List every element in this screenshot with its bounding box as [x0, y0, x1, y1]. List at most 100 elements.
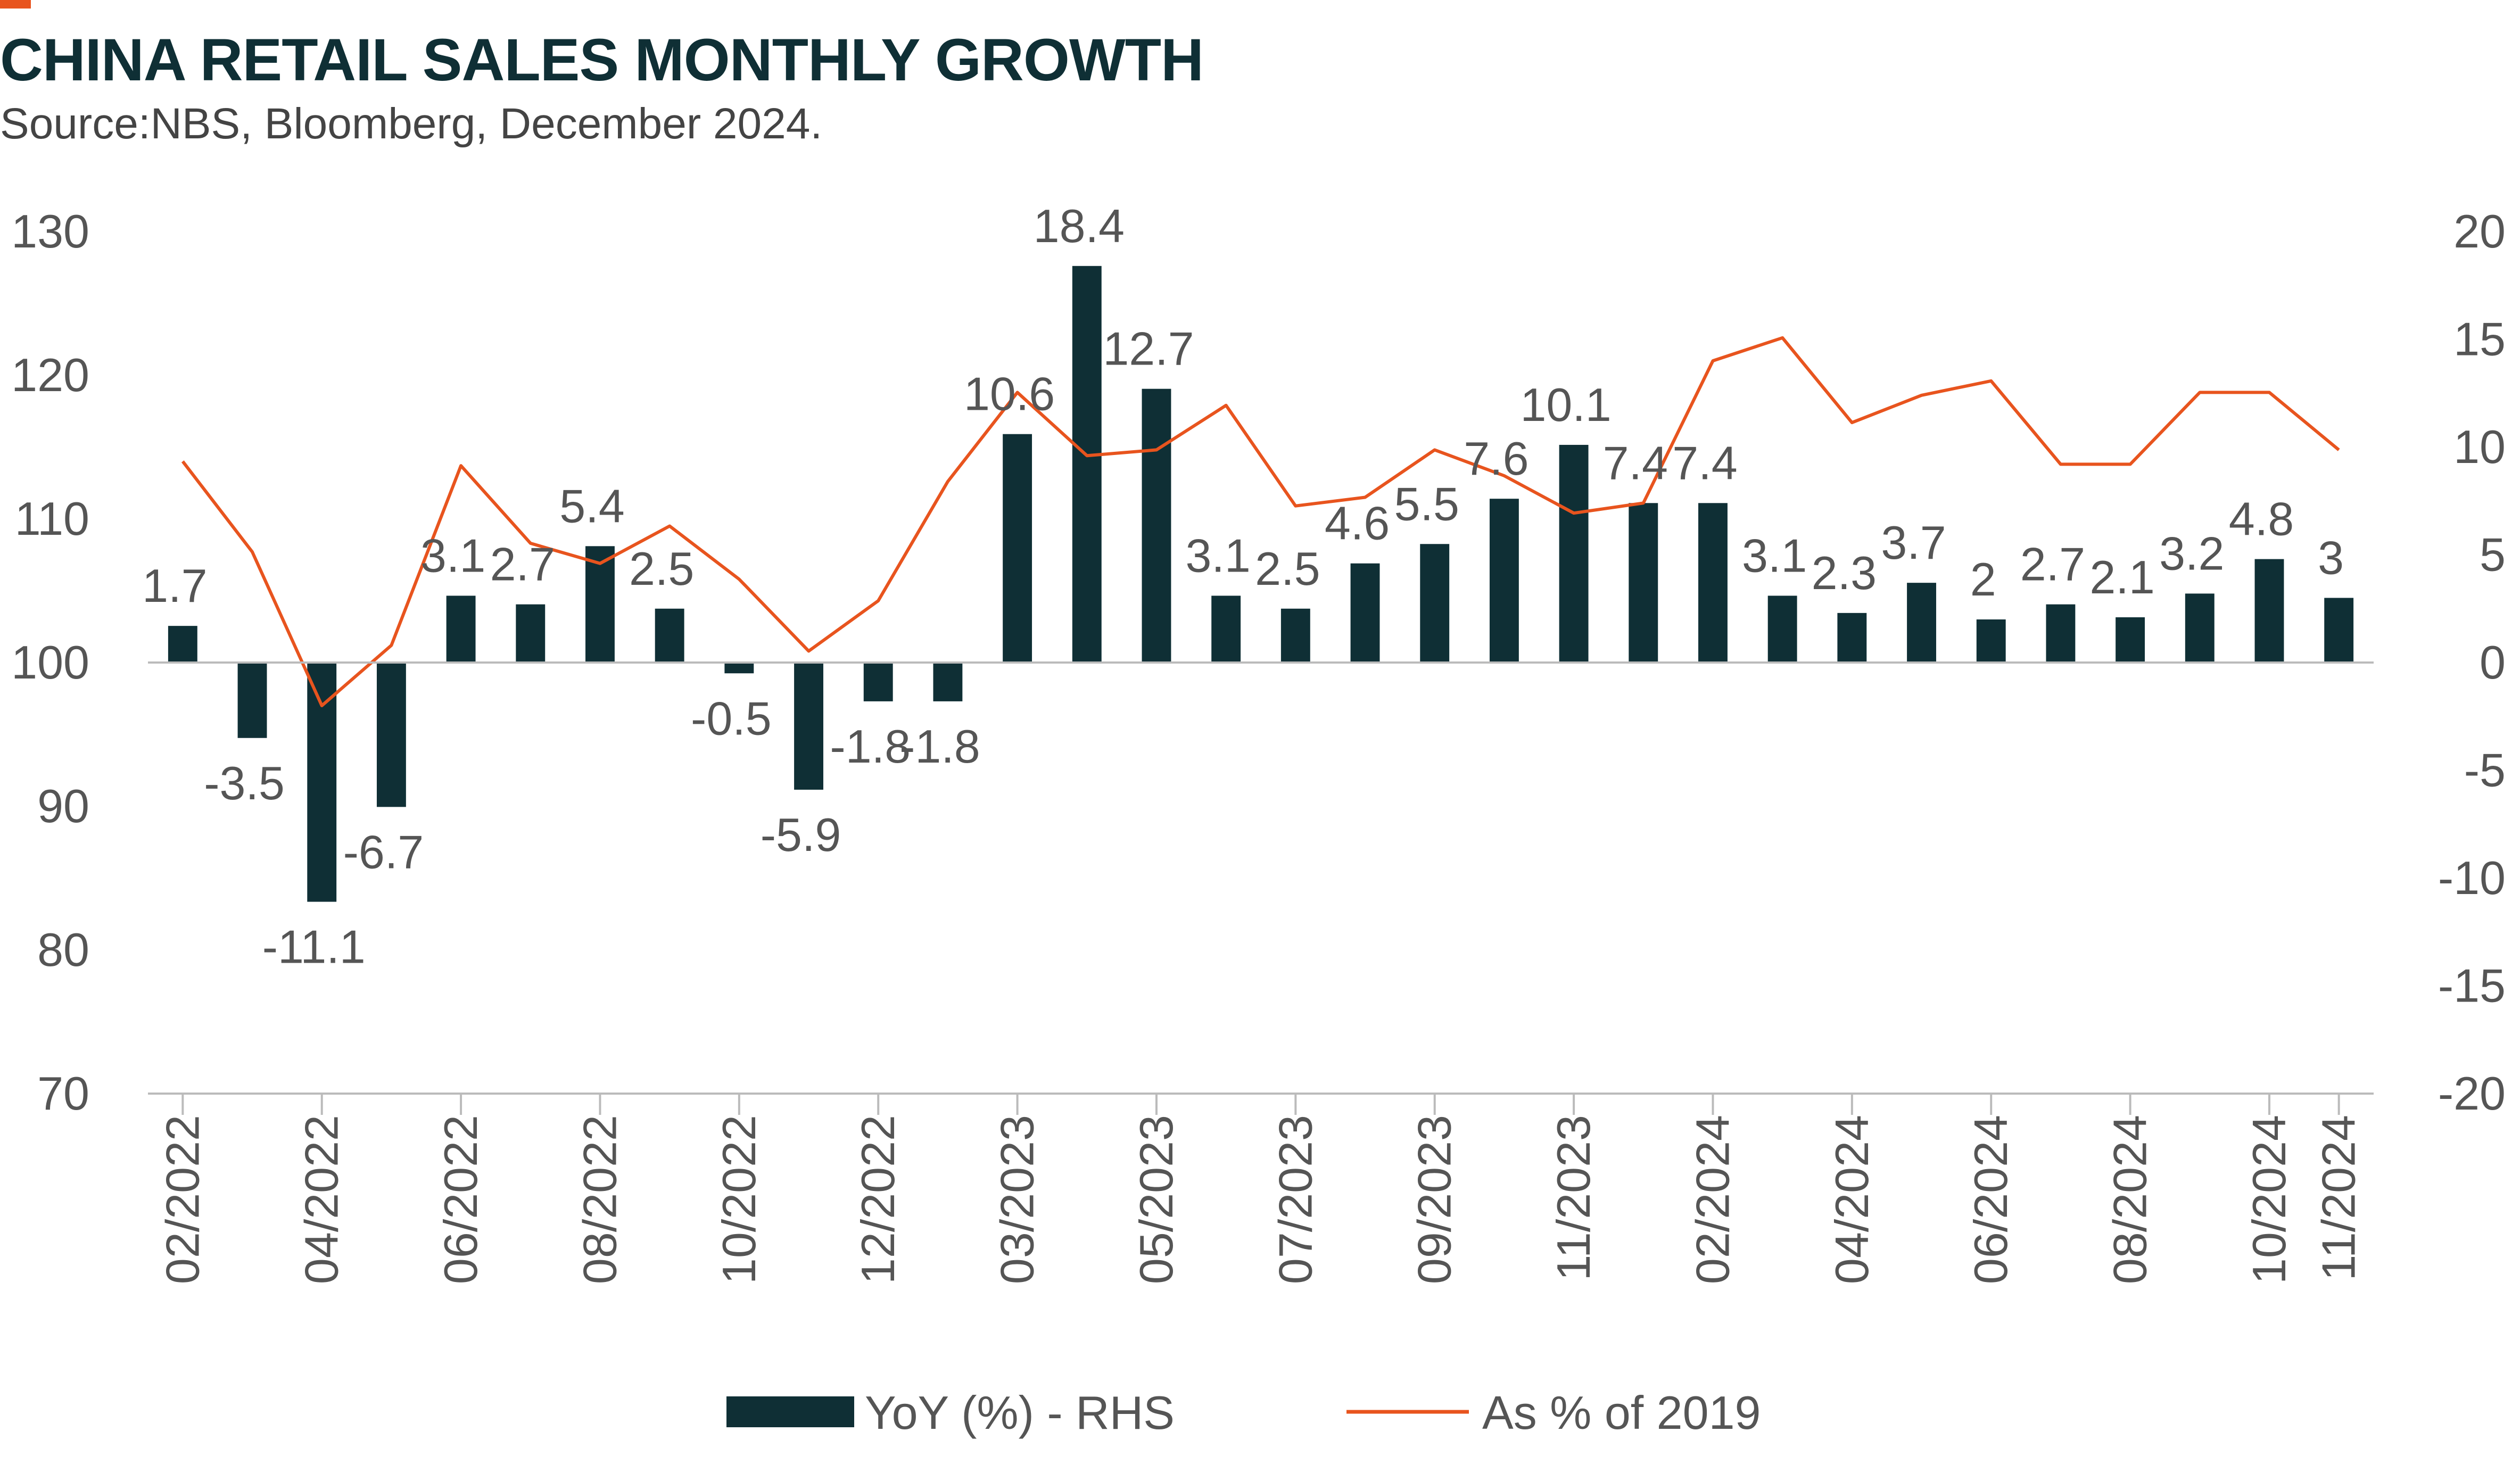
right-tick-label: 15 [2453, 313, 2506, 366]
legend: YoY (%) - RHS As % of 2019 [726, 1386, 1761, 1439]
bar-data-label: 3.7 [1881, 516, 1946, 569]
bar-data-label: 3.1 [1742, 529, 1807, 582]
bar [1350, 563, 1380, 663]
bar [168, 626, 197, 663]
bar [376, 663, 406, 807]
bar [2254, 559, 2284, 663]
bar [446, 595, 476, 663]
x-tick-label: 08/2024 [2104, 1115, 2157, 1284]
left-tick-label: 110 [15, 492, 89, 545]
bar-data-labels: 1.7-3.5-11.1-6.73.1 2.75.42.5-0.5-5.9-1.8… [142, 200, 2344, 973]
bar [1976, 619, 2006, 663]
x-tick-label: 11/2023 [1547, 1115, 1600, 1281]
x-tick-label: 02/2024 [1686, 1115, 1739, 1284]
bar-data-label: 3 [2318, 532, 2344, 584]
x-tick-label: 07/2023 [1269, 1115, 1321, 1284]
bar [1698, 503, 1728, 663]
bar [794, 663, 823, 790]
bar-data-label: 2.1 [2089, 551, 2154, 603]
left-tick-label: 100 [11, 636, 89, 689]
yoy-bars [168, 266, 2354, 902]
bar [1142, 388, 1171, 663]
bar [655, 608, 684, 663]
bar-data-label: 18.4 [1034, 200, 1125, 252]
right-axis: 20 15 10 5 0 -5 -10 -15 -20 [2438, 205, 2506, 1120]
bar-data-label: 5.5 [1394, 477, 1459, 530]
left-tick-label: 80 [37, 923, 89, 976]
bar [1489, 499, 1519, 663]
x-tick-label: 04/2022 [295, 1115, 348, 1284]
bar-data-label: -3.5 [204, 757, 285, 809]
bar-data-label: -5.9 [761, 808, 841, 861]
bar [1420, 544, 1450, 663]
line-series [181, 336, 2340, 707]
left-tick-label: 130 [11, 205, 89, 258]
right-tick-label: -5 [2464, 744, 2506, 797]
bar [1767, 595, 1797, 663]
x-tick-label: 08/2022 [573, 1115, 626, 1284]
bar-data-label: 3.1 [1185, 529, 1250, 582]
bar [1629, 503, 1658, 663]
x-tick-label: 10/2022 [713, 1115, 765, 1284]
share-of-2019-line [181, 336, 2340, 707]
legend-label-yoy: YoY (%) - RHS [865, 1386, 1175, 1439]
axes [148, 661, 2374, 1095]
left-axis: 130 120 110 100 90 80 70 [11, 205, 89, 1120]
bar [2324, 598, 2354, 663]
right-tick-label: -15 [2438, 959, 2506, 1012]
bar [1837, 613, 1867, 663]
bar-data-label: 7.6 [1464, 432, 1528, 485]
legend-label-line: As % of 2019 [1482, 1386, 1761, 1439]
bar [585, 546, 615, 663]
bar-data-label: 7.4 [1672, 436, 1737, 489]
bar [2185, 593, 2215, 663]
bar-data-label: -11.1 [262, 921, 366, 973]
bar [516, 604, 546, 663]
bar [724, 663, 754, 674]
bar [1003, 434, 1032, 663]
left-tick-label: 70 [37, 1067, 89, 1120]
bar-data-label: 10.1 [1520, 378, 1611, 431]
x-axis-ticks: 02/2022 04/2022 06/2022 08/2022 10/2022 12/20… [156, 1094, 2365, 1284]
x-tick-label: 02/2022 [156, 1115, 209, 1284]
bar [2046, 604, 2076, 663]
bar-data-label: 2.3 [1812, 547, 1877, 599]
bar-data-label: 12.7 [1103, 322, 1194, 375]
x-tick-label: 10/2024 [2243, 1115, 2295, 1284]
bar-data-label: 3.2 [2159, 527, 2224, 580]
right-tick-label: -10 [2438, 851, 2506, 904]
right-tick-label: 0 [2480, 636, 2506, 689]
bar [1559, 444, 1589, 663]
left-tick-label: 90 [37, 780, 89, 832]
x-tick-label: 05/2023 [1130, 1115, 1183, 1284]
legend-swatch-yoy [726, 1396, 854, 1427]
bar [863, 663, 893, 701]
bar-data-label: 2.7 [490, 538, 555, 591]
right-tick-label: 10 [2453, 420, 2506, 473]
bar [237, 663, 267, 738]
bar [933, 663, 963, 701]
x-tick-label: 03/2023 [991, 1115, 1044, 1284]
x-tick-label: 11/2024 [2312, 1115, 2365, 1281]
right-tick-label: 5 [2480, 528, 2506, 581]
bar-data-label: 2.5 [1255, 542, 1320, 595]
x-tick-label: 12/2022 [852, 1115, 904, 1284]
bar-data-label: -0.5 [691, 692, 772, 744]
x-tick-label: 06/2022 [434, 1115, 487, 1284]
chart-subtitle: Source:NBS, Bloomberg, December 2024. [0, 100, 823, 148]
bar [1907, 583, 1936, 663]
bar-data-label: 2.5 [629, 542, 694, 595]
bar-data-label: 10.6 [964, 368, 1055, 420]
chart-title: CHINA RETAIL SALES MONTHLY GROWTH [0, 27, 1204, 93]
bar-data-label: -6.7 [343, 825, 424, 878]
x-tick-label: 09/2023 [1408, 1115, 1461, 1284]
bar-data-label: -1.8 [899, 720, 980, 773]
bar-data-label: 3.1 [420, 529, 485, 582]
bar [2116, 617, 2145, 663]
bar [1211, 595, 1241, 663]
bar-data-label: 5.4 [559, 479, 624, 532]
bar-data-label: 1.7 [142, 559, 207, 612]
x-tick-label: 06/2024 [1964, 1115, 2017, 1284]
bar-data-label: 7.4 [1603, 436, 1668, 489]
